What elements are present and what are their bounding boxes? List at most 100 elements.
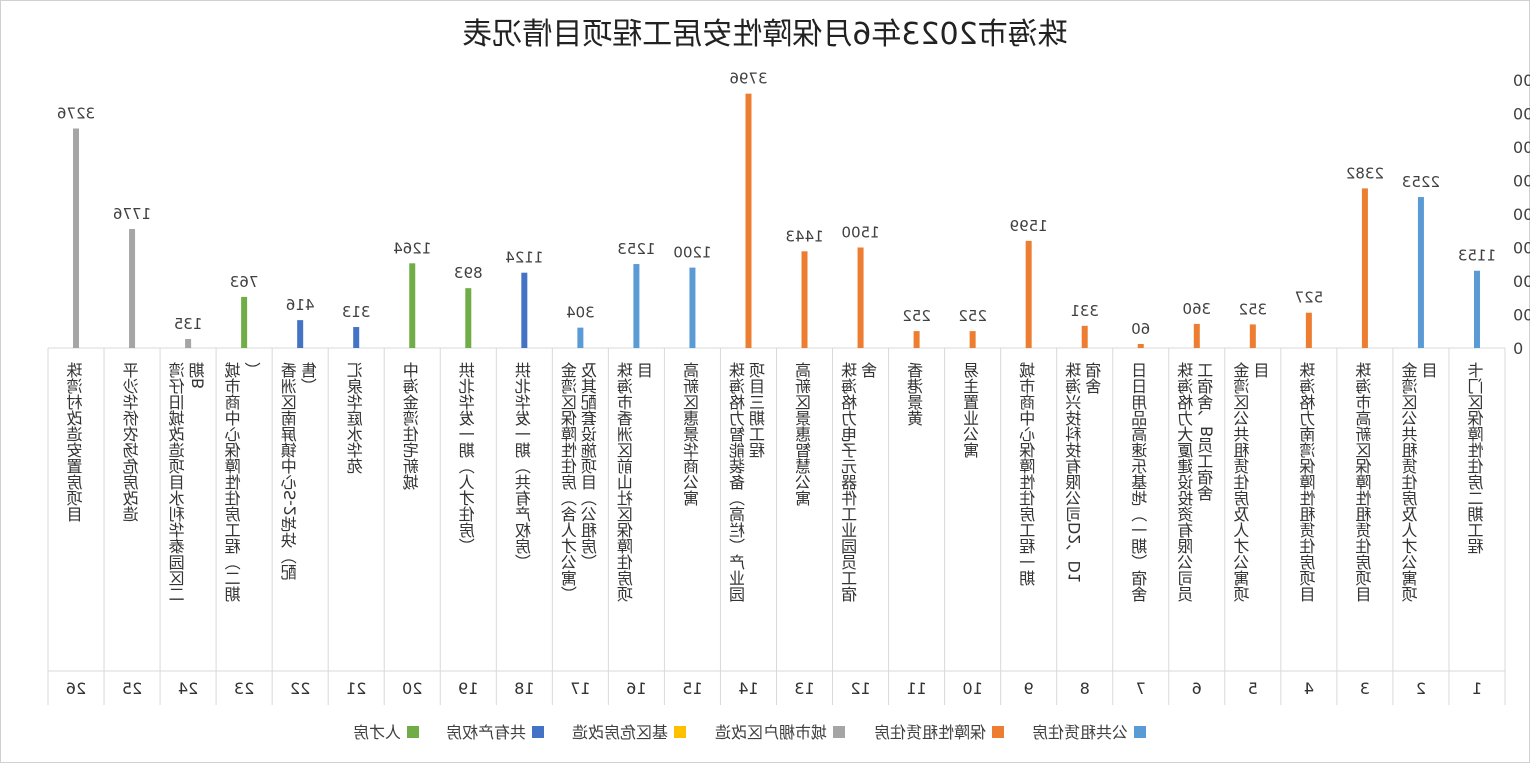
category-label: 舍 <box>861 362 880 378</box>
data-label-layer: 1153 2253 2382 527 352 360 60 331 1599 252 252 1500… <box>57 70 1496 338</box>
category-label: 工宿舍、B员工宿舍 <box>1197 362 1216 501</box>
data-label: 3276 <box>57 105 95 123</box>
y-tick-label: 3500 <box>1513 105 1530 124</box>
y-tick-label: 2500 <box>1513 172 1530 191</box>
data-label: 1264 <box>393 239 431 257</box>
category-index: 20 <box>402 679 422 698</box>
category-index: 3 <box>1360 679 1370 698</box>
category-label: 珠海格力智能装备（高栏）产业园 <box>729 362 748 602</box>
category-label: 珠海市香洲区前山社区保障住房项 <box>617 362 636 602</box>
bar <box>409 263 416 348</box>
category-index: 24 <box>178 679 198 698</box>
data-label: 1599 <box>1010 217 1048 235</box>
legend-label: 公共租赁住房 <box>1032 723 1128 742</box>
data-label: 3796 <box>729 70 767 88</box>
category-index: 17 <box>570 679 590 698</box>
category-label: 售） <box>301 362 320 394</box>
legend-label: 保障性租赁住房 <box>874 723 986 742</box>
data-label: 352 <box>1239 300 1268 318</box>
category-label: 珠湾村改造安置房项目 <box>67 362 86 522</box>
category-label: 易主置业公寓 <box>963 362 982 458</box>
legend-label: 共有产权房 <box>446 723 526 742</box>
category-label: 汇泉华庭水华苑 <box>347 362 366 474</box>
data-label: 2253 <box>1402 173 1440 191</box>
category-index: 12 <box>850 679 870 698</box>
y-tick-label: 1000 <box>1513 272 1530 291</box>
bar-layer <box>73 93 1480 348</box>
bar <box>1081 325 1088 348</box>
data-label: 1443 <box>785 227 823 245</box>
category-label: 目 <box>1421 362 1440 378</box>
category-label: 项目三期工程 <box>749 362 768 458</box>
data-label: 1253 <box>617 240 655 258</box>
category-index: 25 <box>122 679 142 698</box>
y-tick-label: 1500 <box>1513 239 1530 258</box>
category-index: 21 <box>346 679 366 698</box>
bar <box>465 288 472 348</box>
bar <box>801 251 808 348</box>
y-tick-label: 2000 <box>1513 205 1530 224</box>
category-label: 及其配套设施项目（公租房） <box>581 362 600 570</box>
category-label: 高新区景惠智慧公寓 <box>795 362 814 506</box>
legend-swatch <box>992 726 1004 738</box>
bar <box>129 229 136 348</box>
category-index: 4 <box>1304 679 1314 698</box>
category-index: 19 <box>458 679 478 698</box>
bar <box>1473 270 1480 348</box>
category-label: 目 <box>637 362 656 378</box>
category-index: 5 <box>1248 679 1258 698</box>
data-label: 2382 <box>1346 164 1384 182</box>
category-label: 城市商中心保障性住房工程（二期 <box>225 362 244 603</box>
category-label: 珠海格力大厦建设投资有限公司员 <box>1177 362 1196 602</box>
category-label: 香洲区南屏镇中心S-2地块（配 <box>281 362 300 580</box>
legend-swatch <box>532 726 544 738</box>
category-label: 金湾区公共租赁住房及人才公寓项 <box>1401 362 1420 602</box>
data-label: 135 <box>174 315 203 333</box>
category-index: 13 <box>794 679 814 698</box>
data-label: 893 <box>454 264 483 282</box>
y-tick-label: 500 <box>1513 306 1530 325</box>
bar <box>1249 324 1256 348</box>
bar <box>185 338 192 348</box>
category-index: 7 <box>1136 679 1146 698</box>
category-label: 金湾区保障性住房（含人才公寓） <box>561 362 580 602</box>
category-index: 6 <box>1192 679 1202 698</box>
y-tick-label: 3000 <box>1513 138 1530 157</box>
category-label: 珠海格力电子元器件工业园员工宿 <box>841 362 860 602</box>
bar <box>1361 188 1368 348</box>
data-label: 331 <box>1070 302 1099 320</box>
bar <box>1025 240 1032 348</box>
legend-swatch <box>407 726 419 738</box>
bar <box>241 296 248 348</box>
category-index: 18 <box>514 679 534 698</box>
category-index: 8 <box>1080 679 1090 698</box>
category-index: 10 <box>962 679 982 698</box>
category-label: 香港景黄 <box>907 362 926 426</box>
category-label: ） <box>245 362 264 378</box>
bar <box>1305 312 1312 348</box>
category-index: 2 <box>1416 679 1426 698</box>
bar <box>353 327 360 348</box>
bar <box>1137 343 1144 348</box>
category-label: 宿舍 <box>1085 362 1104 394</box>
bar <box>73 128 80 348</box>
category-label: 目 <box>1253 362 1272 378</box>
chart-title: 珠海市2023年6月保障性安居工程项目情况表 <box>462 17 1067 52</box>
category-label: 卡门区保障性住房二期工程 <box>1467 362 1486 554</box>
bar <box>969 331 976 348</box>
category-index: 9 <box>1024 679 1034 698</box>
category-label: 城市商中心保障性住房工程一期 <box>1019 362 1038 587</box>
data-label: 1153 <box>1458 247 1496 265</box>
category-index: 26 <box>66 679 86 698</box>
legend-label: 基区危房改造 <box>572 723 668 742</box>
bar <box>689 267 696 348</box>
bar <box>1193 323 1200 348</box>
data-label: 527 <box>1295 289 1324 307</box>
axis-layer: 0 500 1000 1500 2000 2500 3000 3500 4000 <box>47 71 1530 705</box>
bar <box>1417 197 1424 348</box>
y-tick-label: 0 <box>1513 339 1523 358</box>
category-index: 22 <box>290 679 310 698</box>
